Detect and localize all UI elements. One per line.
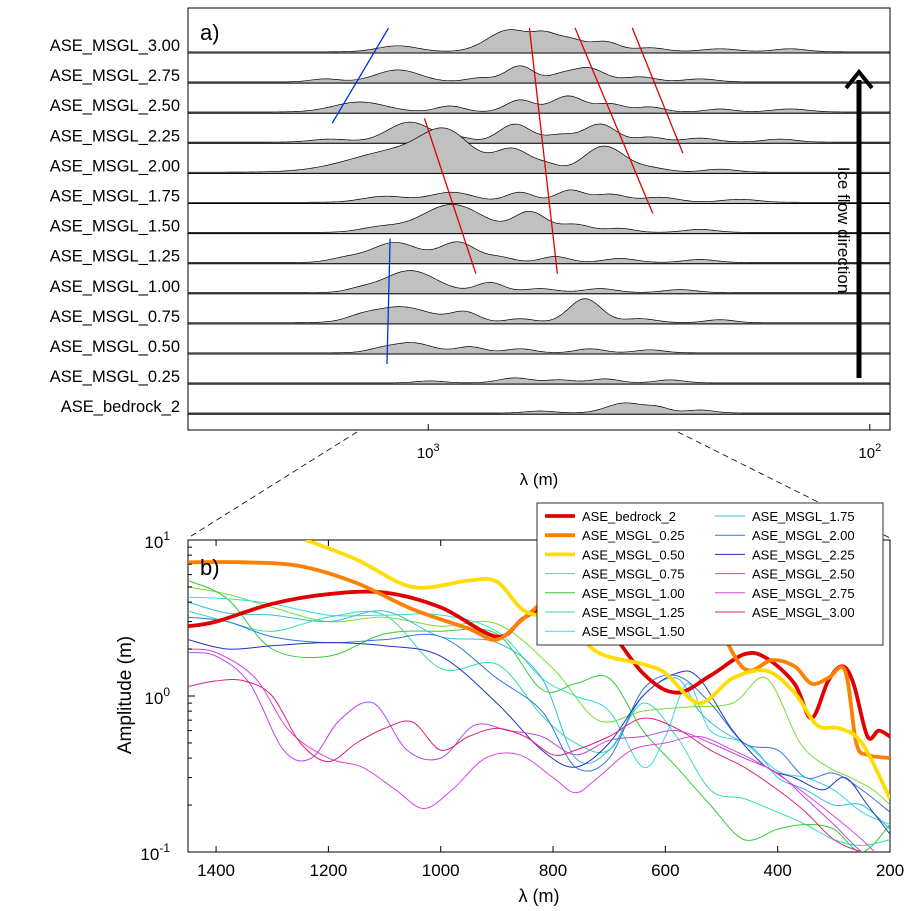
row-label-ase-msgl-2-75: ASE_MSGL_2.75: [50, 67, 180, 85]
legend-label-ase-msgl-0-50: ASE_MSGL_0.50: [582, 547, 685, 562]
row-label-ase-msgl-3-00: ASE_MSGL_3.00: [50, 37, 180, 55]
ridgeline-ase-msgl-0-25: [187, 377, 891, 385]
trend-line-2: [386, 238, 391, 365]
trend-line-5: [574, 27, 654, 214]
panel-b-ytick-label: 10-1: [140, 841, 170, 864]
row-label-ase-bedrock-2: ASE_bedrock_2: [61, 398, 180, 416]
panel-a-xtick-label: 102: [858, 442, 881, 462]
trend-line-3: [423, 118, 477, 274]
ridgeline-ase-msgl-2-00: [187, 127, 891, 174]
panel-b-xtick-label: 800: [539, 861, 567, 880]
legend-label-ase-bedrock-2: ASE_bedrock_2: [582, 509, 676, 524]
legend-label-ase-msgl-2-25: ASE_MSGL_2.25: [752, 547, 855, 562]
panel-b-ytick-label: 101: [144, 529, 170, 552]
panel-a-xlabel: λ (m): [520, 470, 559, 489]
trend-line-6: [631, 27, 684, 154]
panel-b-xtick-label: 200: [876, 861, 904, 880]
legend-label-ase-msgl-2-50: ASE_MSGL_2.50: [752, 567, 855, 582]
panel-b-ytick-label: 100: [144, 685, 170, 708]
row-label-ase-msgl-2-50: ASE_MSGL_2.50: [50, 97, 180, 115]
panel-b-label: b): [200, 555, 220, 580]
legend-label-ase-msgl-1-25: ASE_MSGL_1.25: [582, 605, 685, 620]
row-label-ase-msgl-0-75: ASE_MSGL_0.75: [50, 308, 180, 326]
legend-label-ase-msgl-0-75: ASE_MSGL_0.75: [582, 567, 685, 582]
trend-line-1: [331, 27, 390, 124]
legend: ASE_bedrock_2 ASE_MSGL_0.25 ASE_MSGL_0.50 A…: [536, 502, 884, 646]
ridgeline-ase-msgl-2-50: [187, 95, 891, 114]
row-label-ase-msgl-1-00: ASE_MSGL_1.00: [50, 278, 180, 296]
series-ase-msgl-2-75: [188, 648, 876, 852]
panel-b-xtick-label: 1200: [309, 861, 347, 880]
series-ase-msgl-0-50: [305, 540, 890, 800]
ridgeline-ase-msgl-2-75: [187, 65, 891, 84]
zoom-line-left: [187, 431, 358, 539]
ice-flow-annotation: Ice flow direction: [834, 167, 853, 294]
ridgeline-ase-msgl-1-75: [187, 189, 891, 204]
ridgeline-ase-msgl-0-50: [187, 342, 891, 355]
row-label-ase-msgl-1-25: ASE_MSGL_1.25: [50, 248, 180, 266]
ridgeline-ase-msgl-1-50: [187, 204, 891, 234]
panel-a-ridgeline: a) ASE_MSGL_3.00 ASE_MSGL_2.75 ASE_MSGL_2.5…: [50, 7, 891, 489]
legend-label-ase-msgl-1-75: ASE_MSGL_1.75: [752, 509, 855, 524]
legend-label-ase-msgl-3-00: ASE_MSGL_3.00: [752, 605, 855, 620]
legend-label-ase-msgl-2-00: ASE_MSGL_2.00: [752, 528, 855, 543]
row-label-ase-msgl-1-75: ASE_MSGL_1.75: [50, 188, 180, 206]
panel-a-label: a): [200, 20, 220, 45]
panel-b-spectrum-plot: b) 1400 1200 1000 800 600 400 200 λ (m) 10-1 100 10…: [115, 502, 904, 906]
legend-box: [536, 502, 884, 646]
panel-b-xtick-label: 600: [651, 861, 679, 880]
row-label-ase-msgl-2-00: ASE_MSGL_2.00: [50, 157, 180, 175]
ice-flow-arrow-head: [844, 68, 874, 90]
legend-label-ase-msgl-2-75: ASE_MSGL_2.75: [752, 586, 855, 601]
series-ase-msgl-3-00: [188, 679, 864, 852]
zoom-connector-lines: [187, 431, 891, 539]
ridgeline-ase-msgl-3-00: [187, 29, 891, 54]
panel-b-xtick-label: 1400: [197, 861, 235, 880]
panel-b-xtick-label: 1000: [422, 861, 460, 880]
legend-label-ase-msgl-1-00: ASE_MSGL_1.00: [582, 586, 685, 601]
series-lines: [188, 540, 890, 852]
row-label-ase-msgl-0-25: ASE_MSGL_0.25: [50, 368, 180, 386]
trend-lines: [331, 27, 684, 365]
trend-line-4: [528, 27, 559, 274]
ridgeline-ase-msgl-1-00: [187, 270, 891, 295]
panel-b-xtick-label: 400: [763, 861, 791, 880]
row-label-ase-msgl-1-50: ASE_MSGL_1.50: [50, 218, 180, 236]
series-ase-msgl-1-75: [188, 601, 890, 830]
ridgeline-ase-bedrock-2: [187, 402, 891, 415]
legend-label-ase-msgl-0-25: ASE_MSGL_0.25: [582, 528, 685, 543]
ridgeline-ase-msgl-2-25: [187, 121, 891, 144]
panel-b-xlabel: λ (m): [519, 886, 560, 906]
row-label-ase-msgl-2-25: ASE_MSGL_2.25: [50, 127, 180, 145]
row-label-ase-msgl-0-50: ASE_MSGL_0.50: [50, 338, 180, 356]
ridgeline-ase-msgl-1-25: [187, 241, 891, 265]
ridgeline-ase-msgl-0-75: [187, 298, 891, 325]
panel-a-xtick-label: 103: [417, 442, 440, 462]
ridgeline-rows: [187, 29, 891, 415]
legend-label-ase-msgl-1-50: ASE_MSGL_1.50: [582, 624, 685, 639]
panel-b-ylabel: Amplitude (m): [115, 636, 136, 754]
series-ase-msgl-2-25: [188, 639, 890, 835]
